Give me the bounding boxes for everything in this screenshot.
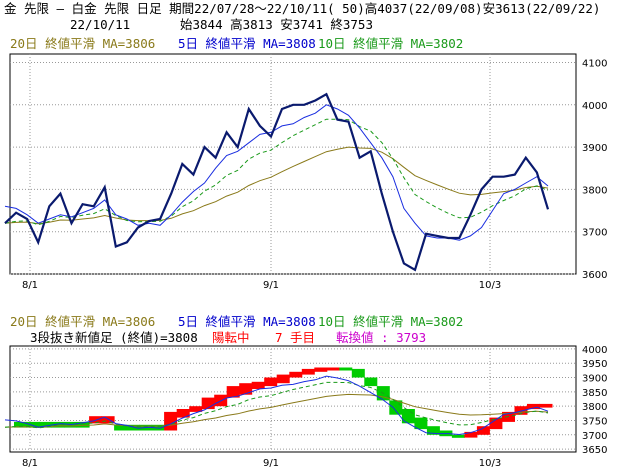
down-block [451, 434, 465, 438]
down-block [414, 417, 428, 430]
down-block [339, 367, 353, 371]
up-block [226, 386, 240, 398]
down-block [426, 426, 440, 435]
down-block [14, 421, 27, 428]
y-tick-label: 4100 [582, 58, 607, 69]
newvalue-plot-frame [9, 345, 577, 453]
up-block [176, 409, 190, 418]
legend-ma5: 5日 終値平滑 MA=3808 [178, 36, 316, 51]
newvalue-turn: 転換値 : 3793 [336, 330, 427, 345]
down-block [364, 377, 378, 387]
newvalue-prefix: 3段抜き新値足 (終値)=3808 [30, 330, 198, 345]
y-tick-label: 3700 [582, 431, 607, 442]
up-block [189, 406, 203, 412]
lower-ma10-line [4, 381, 549, 429]
y-tick-label: 3850 [582, 388, 607, 399]
y-tick-label: 3800 [582, 402, 607, 413]
up-block [539, 403, 553, 408]
up-block [527, 403, 540, 410]
x-tick-label: 9/1 [263, 280, 279, 291]
down-block [51, 421, 65, 428]
up-block [264, 377, 278, 387]
x-tick-label: 8/1 [22, 280, 38, 291]
down-block [114, 424, 128, 431]
y-tick-label: 3700 [582, 228, 607, 239]
newvalue-step: 7 手目 [275, 330, 316, 345]
down-block [39, 421, 52, 428]
down-block [26, 421, 40, 428]
close-line [4, 92, 550, 272]
y-tick-label: 4000 [582, 345, 607, 356]
lower-ma5-line [4, 375, 549, 436]
lower-legend-ma10: 10日 終値平滑 MA=3802 [318, 314, 464, 329]
lower-legend-ma5: 5日 終値平滑 MA=3808 [178, 314, 316, 329]
y-tick-label: 3600 [582, 270, 607, 281]
header-ohlc: 始3844 高3813 安3741 終3753 [180, 17, 373, 32]
up-block [489, 417, 503, 430]
ma20-line [4, 146, 549, 225]
down-block [389, 400, 403, 415]
header-date: 22/10/11 [70, 17, 131, 32]
x-tick-label: 10/3 [479, 280, 501, 291]
down-block [351, 368, 365, 378]
y-tick-label: 3900 [582, 374, 607, 385]
legend-ma10: 10日 終値平滑 MA=3802 [318, 36, 464, 51]
up-block [464, 431, 478, 438]
up-block [101, 416, 115, 424]
up-block [476, 426, 490, 435]
down-block [76, 421, 90, 428]
legend-ma20: 20日 終値平滑 MA=3806 [10, 36, 156, 51]
lower-ma20-line [4, 393, 549, 429]
up-block [276, 374, 290, 384]
y-tick-label: 3650 [582, 445, 607, 456]
y-tick-label: 3950 [582, 359, 607, 370]
up-block [201, 397, 215, 410]
up-block [301, 368, 315, 375]
price-plot-frame [9, 53, 577, 275]
up-block [326, 367, 340, 371]
up-block [314, 367, 328, 372]
up-block [239, 383, 253, 395]
up-block [251, 381, 265, 389]
up-block [289, 371, 303, 378]
newvalue-status: 陽転中 [212, 330, 250, 345]
header-title: 金 先限 – 白金 先限 日足 期間22/07/28～22/10/11( 50)… [4, 1, 601, 16]
chart-header: 金 先限 – 白金 先限 日足 期間22/07/28～22/10/11( 50)… [0, 0, 624, 36]
y-tick-label: 3900 [582, 143, 607, 154]
x-tick-label: 8/1 [22, 458, 38, 469]
ma10-line [4, 118, 549, 226]
y-tick-label: 3800 [582, 185, 607, 196]
lower-legend-ma20: 20日 終値平滑 MA=3806 [10, 314, 156, 329]
y-tick-label: 3750 [582, 416, 607, 427]
down-block [126, 424, 140, 431]
y-tick-label: 4000 [582, 101, 607, 112]
ma5-line [4, 104, 549, 241]
x-tick-label: 9/1 [263, 458, 279, 469]
up-block [514, 406, 528, 415]
x-tick-label: 10/3 [479, 458, 501, 469]
